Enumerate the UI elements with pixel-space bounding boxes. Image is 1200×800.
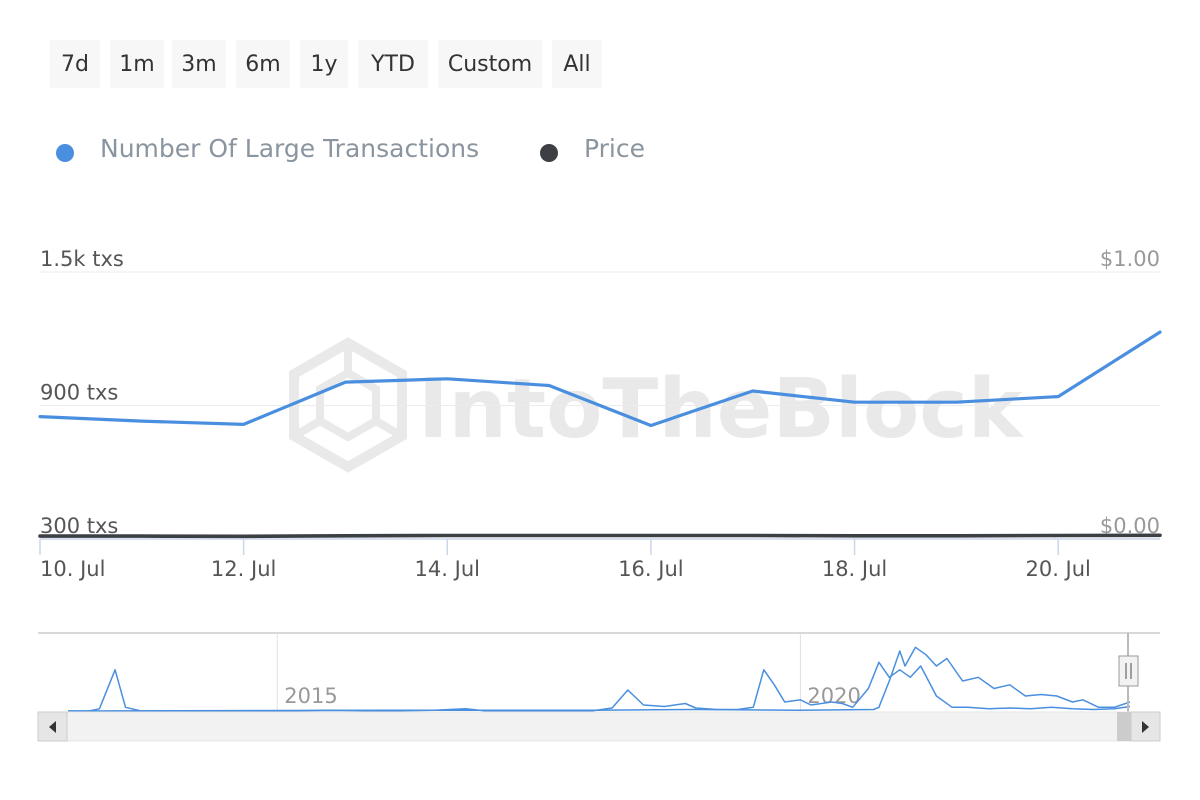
x-tick-label: 14. Jul: [415, 557, 480, 581]
range-3m-button[interactable]: 3m: [172, 40, 226, 88]
x-tick-label: 16. Jul: [618, 557, 683, 581]
series: [38, 330, 1162, 539]
watermark: IntoTheBlock: [289, 337, 1025, 473]
legend-dot-price: [540, 144, 558, 162]
y-left-tick-label: 900 txs: [40, 381, 118, 405]
navigator-line-recent: [67, 646, 1131, 712]
scrollbar-left-button[interactable]: [37, 711, 68, 742]
legend-dot-large-transactions: [56, 144, 74, 162]
scrollbar[interactable]: [37, 711, 1161, 742]
watermark-logo-icon: [289, 337, 407, 473]
navigator: 2015 2020: [38, 632, 1160, 712]
watermark-text: IntoTheBlock: [418, 362, 1025, 457]
y-left-tick-label: 300 txs: [40, 514, 118, 538]
series-line-large-transactions: [38, 330, 1162, 428]
scroll-left-arrow-icon: [49, 721, 56, 733]
series-line-price: [38, 533, 1162, 539]
scrollbar-track[interactable]: [37, 711, 1161, 742]
navigator-handle[interactable]: [1118, 655, 1139, 687]
range-custom-button[interactable]: Custom: [438, 40, 542, 88]
y-left-tick-label: 1.5k txs: [40, 247, 124, 271]
range-1y-button[interactable]: 1y: [300, 40, 348, 88]
navigator-series: 2015 2020: [67, 633, 1131, 712]
x-tick-label: 20. Jul: [1025, 557, 1090, 581]
scroll-right-arrow-icon: [1142, 721, 1149, 733]
scrollbar-right-button[interactable]: [1130, 711, 1161, 742]
range-ytd-button[interactable]: YTD: [358, 40, 428, 88]
x-tick-label: 12. Jul: [211, 557, 276, 581]
legend-label-price: Price: [584, 134, 645, 163]
navigator-year-label: 2015: [284, 684, 337, 708]
range-6m-button[interactable]: 6m: [236, 40, 290, 88]
range-7d-button[interactable]: 7d: [50, 40, 100, 88]
legend-label-large-transactions: Number Of Large Transactions: [100, 134, 480, 163]
scrollbar-thumb[interactable]: [1117, 712, 1131, 741]
range-all-button[interactable]: All: [552, 40, 602, 88]
y-right-tick-label: $1.00: [1100, 247, 1160, 271]
range-1m-button[interactable]: 1m: [110, 40, 164, 88]
navigator-line: [68, 661, 1131, 712]
x-tick-label: 18. Jul: [822, 557, 887, 581]
x-tick-label: 10. Jul: [40, 557, 105, 581]
